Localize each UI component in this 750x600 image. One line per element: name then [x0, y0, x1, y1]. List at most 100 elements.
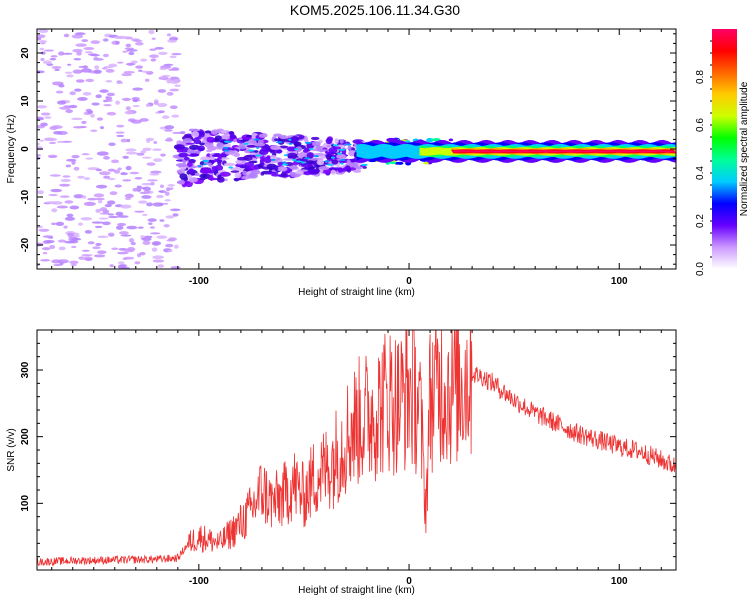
- spectral-patch: [191, 131, 200, 138]
- spectral-patch: [75, 43, 87, 47]
- spectral-patch: [346, 159, 351, 166]
- spectral-patch: [147, 218, 157, 222]
- spectral-patch: [157, 51, 168, 55]
- spectral-patch: [180, 166, 187, 171]
- spectral-patch: [328, 147, 338, 154]
- spectral-patch: [140, 237, 150, 240]
- spectral-patch: [67, 232, 74, 237]
- spectral-patch: [157, 102, 168, 108]
- spectral-patch: [134, 176, 143, 180]
- spectral-patch: [71, 34, 84, 39]
- spectral-patch: [243, 142, 249, 145]
- spectral-patch: [120, 138, 128, 143]
- spectral-patch: [93, 56, 99, 61]
- spectral-patch: [346, 168, 352, 173]
- spectral-patch: [73, 58, 82, 61]
- spectral-patch: [219, 171, 231, 177]
- x-tick-label: -100: [189, 276, 209, 287]
- spectral-patch: [368, 159, 377, 163]
- spectral-patch: [163, 129, 173, 132]
- spectral-patch: [124, 193, 134, 199]
- spectral-patch: [40, 51, 46, 55]
- spectral-patch: [128, 51, 135, 56]
- spectral-patch: [97, 235, 109, 239]
- spectral-patch: [199, 177, 206, 181]
- spectral-patch: [169, 88, 180, 92]
- spectral-patch: [233, 177, 242, 181]
- spectral-patch: [77, 175, 85, 179]
- spectral-patch: [169, 187, 174, 190]
- spectral-patch: [43, 239, 55, 244]
- spectral-patch: [340, 162, 344, 165]
- spectral-patch: [228, 131, 234, 135]
- spectral-patch: [136, 185, 142, 188]
- spectral-patch: [173, 144, 185, 150]
- spectral-patch: [306, 164, 314, 167]
- spectral-patch: [263, 156, 272, 164]
- spectral-patch: [140, 58, 148, 62]
- spectral-patch: [99, 89, 109, 93]
- spectral-patch: [304, 157, 311, 160]
- spectral-patch: [338, 148, 346, 151]
- spectral-patch: [110, 159, 120, 164]
- spectral-patch: [339, 139, 344, 144]
- spectral-patch: [151, 241, 162, 246]
- spectral-patch: [40, 57, 45, 62]
- spectral-patch: [71, 160, 76, 165]
- spectral-patch: [229, 167, 242, 171]
- spectral-patch: [135, 65, 143, 69]
- spectral-patch: [228, 140, 232, 143]
- spectral-patch: [37, 242, 44, 247]
- spectral-patch: [72, 69, 83, 74]
- x-axis-label: Height of straight line (km): [298, 287, 415, 298]
- spectral-patch: [282, 158, 295, 161]
- spectral-patch: [152, 255, 165, 260]
- spectral-patch: [95, 209, 101, 213]
- spectral-patch: [72, 48, 83, 53]
- spectral-patch: [37, 142, 40, 146]
- spectral-patch: [199, 173, 207, 179]
- spectral-patch: [141, 156, 152, 159]
- spectral-patch: [193, 139, 202, 145]
- spectral-patch: [137, 226, 144, 229]
- spectral-patch: [170, 76, 176, 81]
- spectral-patch: [152, 259, 165, 263]
- spectral-patch: [104, 203, 112, 208]
- spectral-patch: [97, 250, 107, 254]
- spectral-patch: [115, 211, 124, 216]
- spectral-patch: [308, 170, 320, 175]
- spectral-patch: [138, 200, 148, 204]
- y-tick-label: -10: [20, 189, 31, 204]
- spectral-patch: [171, 114, 180, 118]
- spectral-patch: [159, 219, 165, 222]
- spectral-patch: [256, 146, 260, 149]
- spectral-patch: [156, 235, 168, 239]
- spectral-patch: [149, 54, 159, 59]
- spectral-patch: [107, 213, 115, 216]
- spectral-patch: [179, 131, 186, 135]
- spectral-patch: [91, 102, 100, 106]
- spectral-patch: [171, 67, 180, 71]
- spectral-patch: [115, 40, 120, 45]
- spectral-patch: [81, 195, 87, 199]
- spectral-patch: [223, 149, 230, 152]
- spectral-patch: [300, 161, 306, 164]
- spectral-patch: [81, 249, 90, 252]
- spectral-patch: [120, 172, 128, 176]
- spectral-patch: [306, 152, 314, 159]
- spectral-patch: [101, 67, 108, 70]
- spectral-patch: [288, 142, 293, 145]
- snr-plot: [37, 330, 676, 567]
- spectral-patch: [167, 249, 173, 253]
- spectral-patch: [146, 202, 153, 207]
- spectral-patch: [205, 149, 213, 153]
- spectral-patch: [50, 188, 63, 193]
- spectral-patch: [282, 161, 287, 164]
- x-tick-label: 100: [611, 576, 628, 587]
- spectral-patch: [113, 169, 121, 174]
- spectral-patch: [69, 91, 76, 96]
- spectral-patch: [246, 144, 258, 148]
- spectral-patch: [149, 173, 160, 176]
- spectral-patch: [154, 47, 164, 50]
